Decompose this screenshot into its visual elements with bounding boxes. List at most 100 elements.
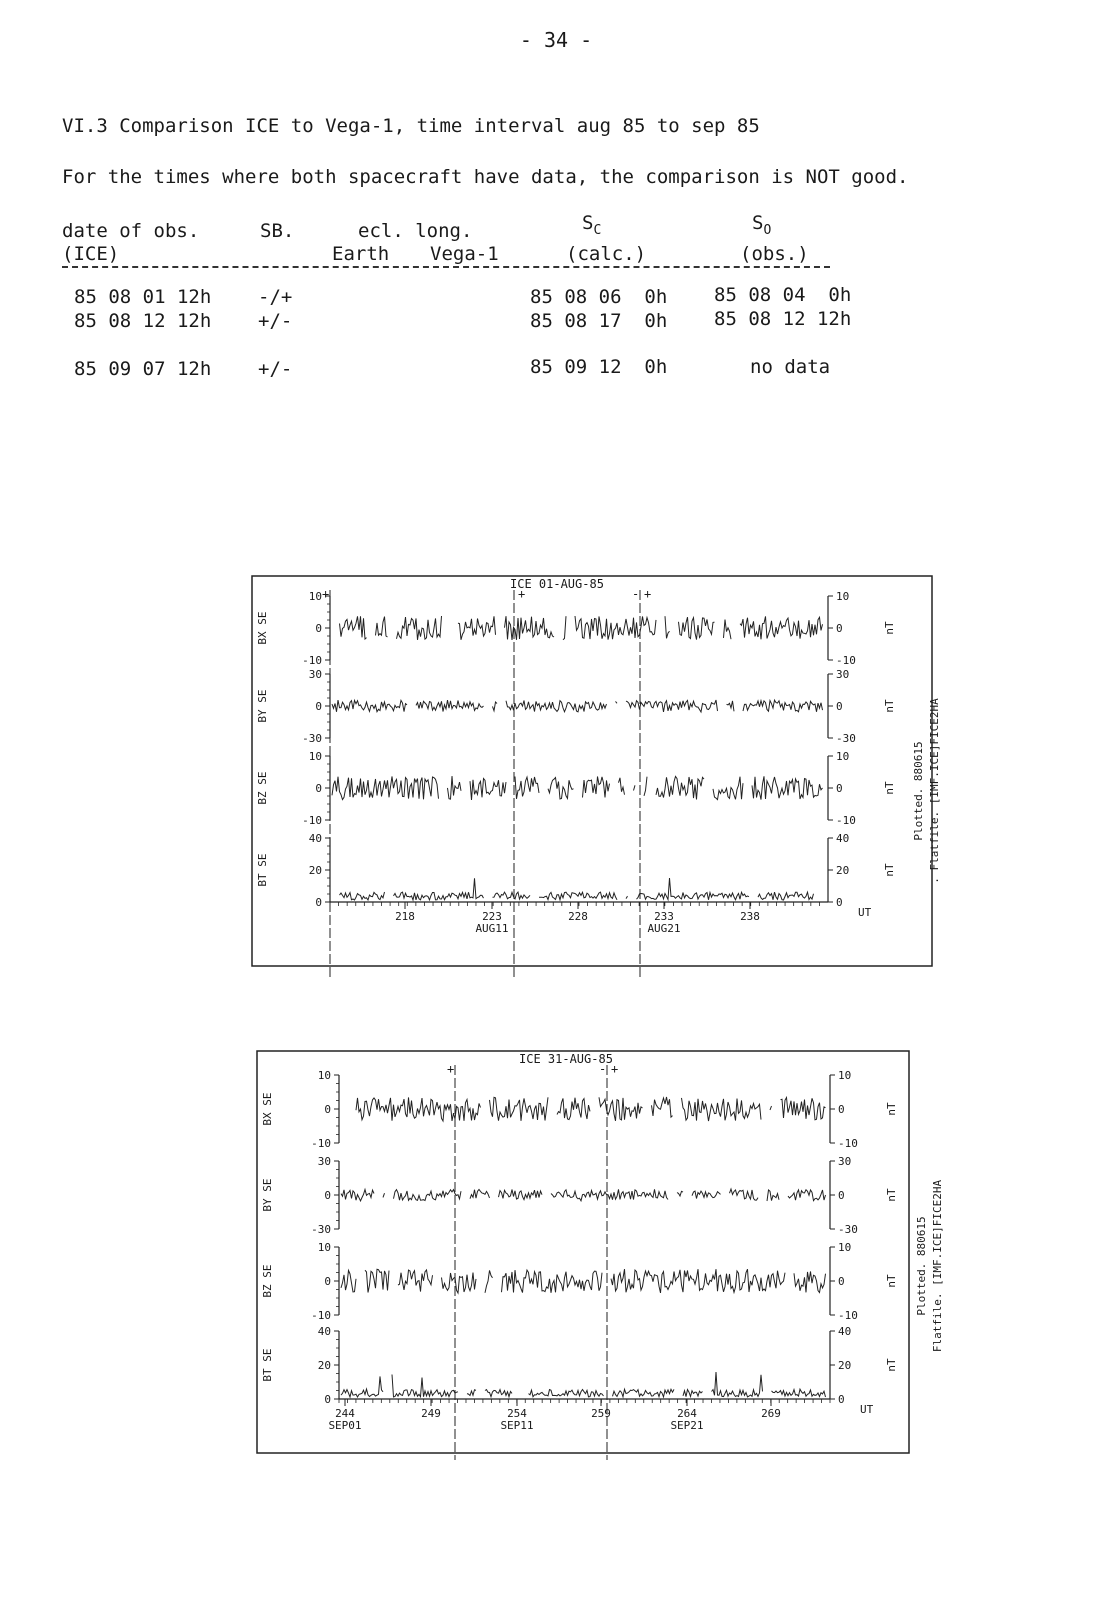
x-tick-label: 254 — [507, 1407, 527, 1420]
plot-side-note: . Flatfile. [IMF.ICE]FICE2HA — [928, 698, 941, 884]
y-tick-label-right: 30 — [836, 668, 849, 681]
y-tick-label: 30 — [309, 668, 322, 681]
y-tick-label: 10 — [309, 590, 322, 603]
sector-sign: - — [632, 587, 639, 601]
x-tick-label: 249 — [421, 1407, 441, 1420]
y-tick-label-right: 0 — [836, 700, 843, 713]
plot-title: ICE 31-AUG-85 — [519, 1052, 613, 1066]
table-row-2-so: 85 08 12 12h — [714, 308, 852, 330]
x-tick-label: 228 — [568, 910, 588, 923]
header-sb: SB. — [260, 220, 295, 242]
panel-unit: nT — [883, 863, 896, 877]
y-tick-label-right: -10 — [836, 654, 856, 667]
header-date-sub: (ICE) — [62, 243, 120, 265]
plot-title: ICE 01-AUG-85 — [510, 577, 604, 591]
y-tick-label-right: 0 — [838, 1189, 845, 1202]
header-ecl-long: ecl. long. — [358, 220, 473, 242]
data-trace — [331, 775, 823, 801]
panel-label: BT SE — [261, 1348, 274, 1381]
y-tick-label: 30 — [318, 1155, 331, 1168]
table-row-1-date: 85 08 01 12h — [74, 286, 212, 308]
panel-unit: nT — [883, 699, 896, 713]
y-tick-label-right: 0 — [838, 1393, 845, 1406]
intro-paragraph: For the times where both spacecraft have… — [62, 166, 909, 188]
x-tick-label: 238 — [740, 910, 760, 923]
table-row-3-sc: 85 09 12 0h — [530, 356, 668, 378]
x-tick-label: 244 — [335, 1407, 355, 1420]
sector-sign: + — [518, 587, 525, 601]
panel-label: BX SE — [261, 1092, 274, 1125]
panel-unit: nT — [883, 621, 896, 635]
panel-label: BY SE — [261, 1178, 274, 1211]
y-tick-label: 40 — [309, 832, 322, 845]
x-tick-label: 223 — [482, 910, 502, 923]
sector-sign: + — [322, 587, 329, 601]
x-tick-label: 269 — [761, 1407, 781, 1420]
y-tick-label-right: -30 — [836, 732, 856, 745]
plot-side-note: Plotted. 880615 — [912, 741, 925, 840]
y-tick-label: -30 — [311, 1223, 331, 1236]
table-row-3-date: 85 09 07 12h — [74, 358, 212, 380]
y-tick-label: 20 — [318, 1359, 331, 1372]
plot-sep: ICE 31-AUG-85 10 0 -10 10 0 -10 BX SE nT 30 0 -30 30… — [255, 1045, 955, 1469]
sector-sign: + — [611, 1062, 618, 1076]
sector-sign: + — [447, 1062, 454, 1076]
y-tick-label: -10 — [311, 1309, 331, 1322]
panel-label: BT SE — [256, 853, 269, 886]
plot-side-note: Flatfile. [IMF.ICE]FICE2HA — [931, 1180, 944, 1353]
header-sc-note: (calc.) — [566, 243, 647, 265]
x-tick-label: 264 — [677, 1407, 697, 1420]
y-tick-label: 20 — [309, 864, 322, 877]
y-tick-label-right: 10 — [838, 1241, 851, 1254]
sector-sign: - — [599, 1062, 606, 1076]
table-row-1-sc: 85 08 06 0h — [530, 286, 668, 308]
plot-frame — [256, 1050, 910, 1454]
x-tick-sublabel: SEP11 — [500, 1419, 533, 1432]
y-tick-label-right: 10 — [836, 750, 849, 763]
panel-label: BZ SE — [261, 1264, 274, 1297]
y-tick-label: 0 — [324, 1189, 331, 1202]
y-tick-label-right: 20 — [836, 864, 849, 877]
y-tick-label: -10 — [302, 654, 322, 667]
y-tick-label-right: 40 — [838, 1325, 851, 1338]
section-title: VI.3 Comparison ICE to Vega-1, time inte… — [62, 115, 760, 137]
y-tick-label: 0 — [315, 896, 322, 909]
y-tick-label: 0 — [315, 622, 322, 635]
y-tick-label: 0 — [315, 782, 322, 795]
x-unit: UT — [860, 1403, 874, 1416]
y-tick-label-right: 30 — [838, 1155, 851, 1168]
y-tick-label: 0 — [324, 1103, 331, 1116]
y-tick-label-right: -30 — [838, 1223, 858, 1236]
data-trace — [355, 1095, 826, 1123]
y-tick-label-right: -10 — [838, 1137, 858, 1150]
x-tick-sublabel: SEP21 — [670, 1419, 703, 1432]
y-tick-label: 0 — [324, 1275, 331, 1288]
plot-side-note: Plotted. 880615 — [915, 1216, 928, 1315]
y-tick-label: 10 — [318, 1069, 331, 1082]
y-tick-label-right: 40 — [836, 832, 849, 845]
panel-label: BX SE — [256, 611, 269, 644]
header-vega: Vega-1 — [430, 243, 499, 265]
panel-unit: nT — [885, 1188, 898, 1202]
data-trace — [340, 1371, 826, 1399]
panel-label: BZ SE — [256, 771, 269, 804]
y-tick-label-right: -10 — [836, 814, 856, 827]
y-tick-label: -10 — [302, 814, 322, 827]
table-divider — [62, 266, 830, 268]
header-so: SO — [752, 212, 772, 238]
y-tick-label: -10 — [311, 1137, 331, 1150]
x-tick-sublabel: AUG21 — [647, 922, 680, 935]
y-tick-label-right: 0 — [836, 622, 843, 635]
y-tick-label-right: 0 — [838, 1103, 845, 1116]
magnetometer-plot-aug: ICE 01-AUG-85 10 0 -10 10 0 -10 BX SE nT 30 0 -30 30… — [251, 575, 941, 978]
panel-unit: nT — [885, 1274, 898, 1288]
table-row-3-sb: +/- — [258, 358, 293, 380]
table-row-3-so: no data — [750, 356, 831, 378]
panel-unit: nT — [883, 781, 896, 795]
y-tick-label-right: 20 — [838, 1359, 851, 1372]
header-earth: Earth — [332, 243, 390, 265]
sector-sign: - — [611, 1062, 618, 1076]
data-trace — [339, 615, 823, 641]
panel-unit: nT — [885, 1358, 898, 1372]
y-tick-label-right: 0 — [836, 896, 843, 909]
